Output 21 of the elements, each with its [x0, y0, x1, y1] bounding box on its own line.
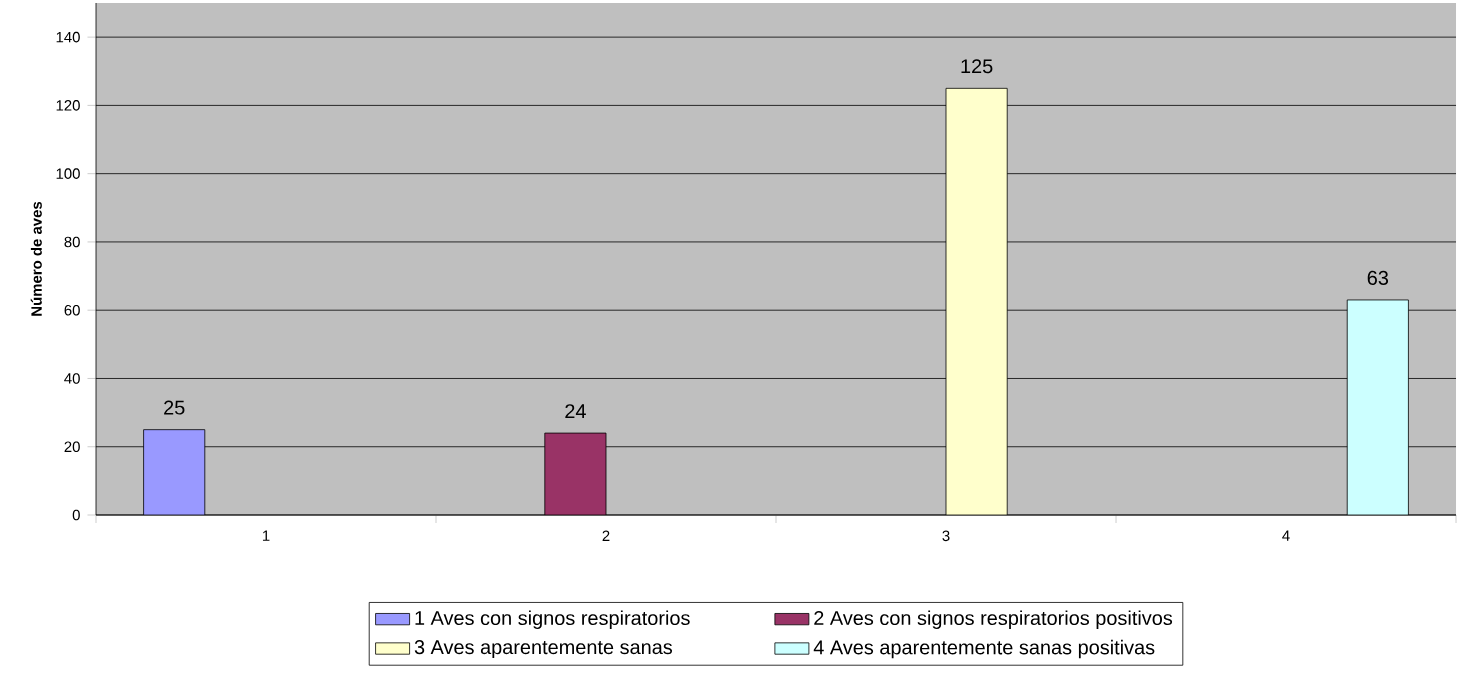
data-label: 25 — [164, 400, 185, 415]
x-tick-label: 3 — [942, 530, 950, 542]
legend-label: 2 Aves con signos respiratorios positivos — [814, 610, 1173, 629]
data-label: 125 — [961, 59, 993, 74]
y-tick-label: 140 — [56, 31, 80, 43]
y-tick-label: 120 — [56, 100, 80, 111]
legend-label: 1 Aves con signos respiratorios — [415, 610, 690, 629]
y-axis-title: Número de aves — [30, 201, 42, 316]
y-tick-label: 80 — [64, 236, 80, 248]
y-tick-label: 60 — [64, 304, 80, 316]
data-label: 24 — [565, 404, 586, 419]
y-tick-label: 100 — [56, 168, 80, 179]
y-tick-label: 20 — [64, 441, 80, 453]
y-tick-label: 40 — [64, 373, 80, 384]
x-tick-label: 4 — [1282, 530, 1290, 541]
legend-label: 4 Aves aparentemente sanas positivas — [813, 639, 1155, 659]
data-label: 63 — [1367, 270, 1389, 285]
y-tick-label: 0 — [72, 509, 80, 521]
legend-label: 3 Aves aparentemente sanas — [414, 640, 673, 659]
x-tick-label: 2 — [602, 530, 610, 541]
x-tick-label: 1 — [262, 530, 270, 541]
